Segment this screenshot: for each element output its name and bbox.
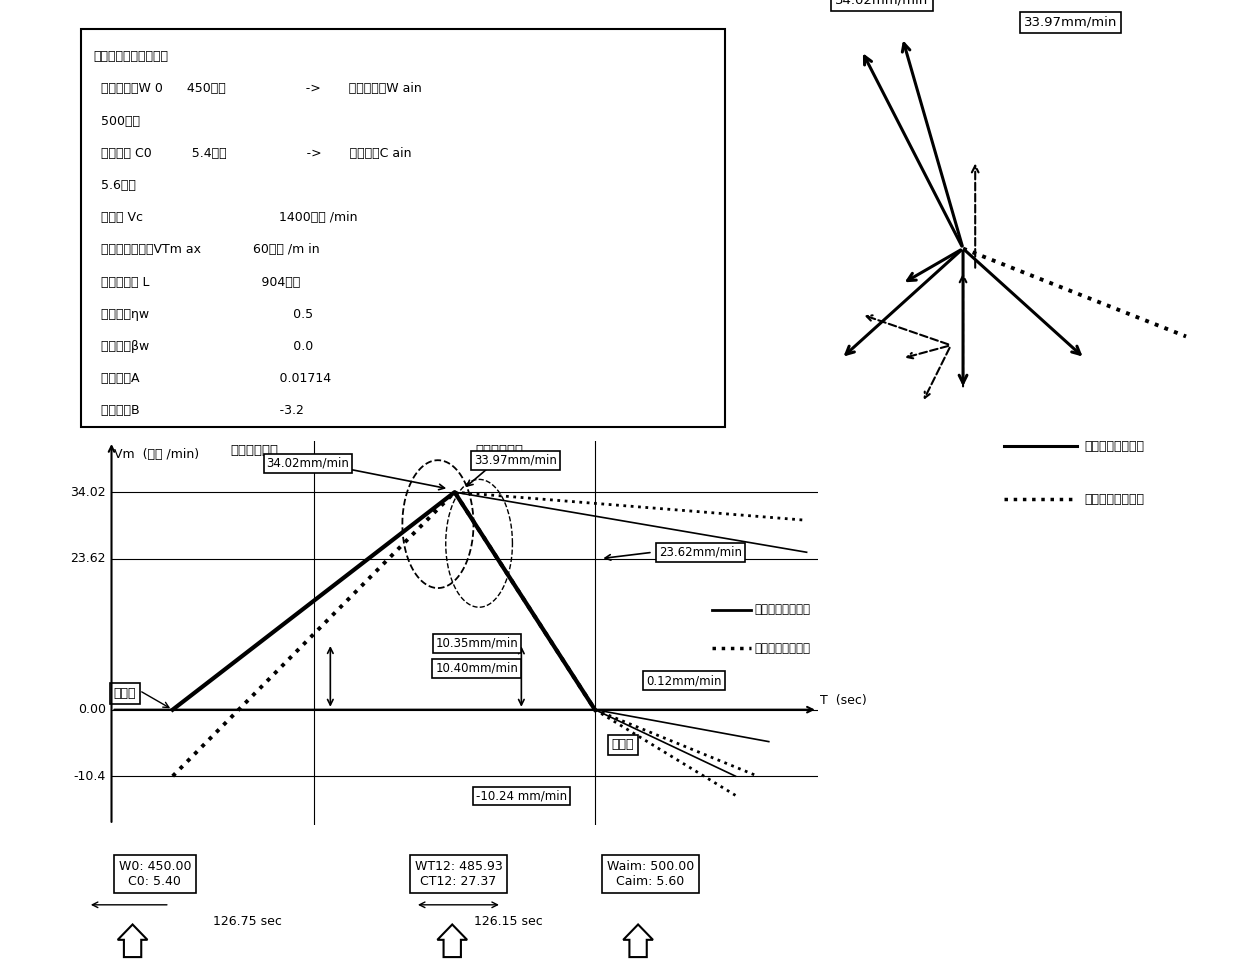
FancyArrow shape bbox=[623, 924, 653, 957]
FancyArrow shape bbox=[118, 924, 147, 957]
Text: 初始半宽度W 0      450㎜㎜                    ->       目标半宽度W ain: 初始半宽度W 0 450㎜㎜ -> 目标半宽度W ain bbox=[93, 82, 422, 95]
FancyBboxPatch shape bbox=[81, 29, 725, 427]
Text: 调宽部件第二部分: 调宽部件第二部分 bbox=[1084, 493, 1145, 505]
Text: 短距调宽模式（调大）: 短距调宽模式（调大） bbox=[93, 50, 169, 63]
Text: -10.24 mm/min: -10.24 mm/min bbox=[476, 789, 567, 803]
Text: -10.4: -10.4 bbox=[73, 770, 107, 783]
Text: 调宽系数A                                   0.01714: 调宽系数A 0.01714 bbox=[93, 372, 332, 386]
Text: 126.15 sec: 126.15 sec bbox=[473, 916, 543, 928]
Text: 结束点: 结束点 bbox=[612, 738, 634, 752]
Text: 初始锥度 C0          5.4㎜㎜                    ->       目标锥度C ain: 初始锥度 C0 5.4㎜㎜ -> 目标锥度C ain bbox=[93, 147, 411, 160]
Text: 33.97mm/min: 33.97mm/min bbox=[475, 454, 558, 467]
Text: 开始点: 开始点 bbox=[114, 687, 136, 700]
FancyArrow shape bbox=[437, 924, 467, 957]
Text: 126.75 sec: 126.75 sec bbox=[213, 916, 282, 928]
Text: 34.02mm/min: 34.02mm/min bbox=[835, 0, 928, 7]
Text: 调宽部件第一部分: 调宽部件第一部分 bbox=[1084, 440, 1145, 453]
Text: 0.12mm/min: 0.12mm/min bbox=[647, 674, 721, 688]
Text: 调宽部件第二部分: 调宽部件第二部分 bbox=[755, 642, 810, 655]
Text: W0: 450.00
C0: 5.40: W0: 450.00 C0: 5.40 bbox=[119, 859, 191, 888]
Text: 23.62mm/min: 23.62mm/min bbox=[659, 546, 742, 559]
Text: 拉速値 Vc                                  1400㎜㎜ /min: 拉速値 Vc 1400㎜㎜ /min bbox=[93, 211, 358, 224]
Text: Waim: 500.00
Caim: 5.60: Waim: 500.00 Caim: 5.60 bbox=[607, 859, 694, 888]
Text: 调宽系数ηw                                    0.5: 调宽系数ηw 0.5 bbox=[93, 308, 313, 320]
Text: 5.6㎜㎜: 5.6㎜㎜ bbox=[93, 179, 136, 192]
Text: 第二运动模式: 第二运动模式 bbox=[475, 444, 523, 456]
Text: Vm  (㎜㎜ /min): Vm (㎜㎜ /min) bbox=[114, 448, 198, 460]
Text: 第一运动模式: 第一运动模式 bbox=[230, 444, 279, 456]
Text: 0.00: 0.00 bbox=[78, 703, 107, 716]
Text: 500㎜㎜: 500㎜㎜ bbox=[93, 114, 140, 128]
Text: T  (sec): T (sec) bbox=[820, 693, 867, 707]
Text: 34.02mm/min: 34.02mm/min bbox=[266, 456, 349, 470]
Text: 结晶器长度 L                            904㎜㎜: 结晶器长度 L 904㎜㎜ bbox=[93, 275, 301, 289]
Text: 径向速度最大値VTm ax             60㎜㎜ /m in: 径向速度最大値VTm ax 60㎜㎜ /m in bbox=[93, 244, 320, 256]
Text: 调宽系数B                                   -3.2: 调宽系数B -3.2 bbox=[93, 405, 305, 417]
Text: 调宽系数βw                                    0.0: 调宽系数βw 0.0 bbox=[93, 339, 313, 353]
Text: 调宽部件第一部分: 调宽部件第一部分 bbox=[755, 603, 810, 617]
Text: 33.97mm/min: 33.97mm/min bbox=[1023, 15, 1118, 29]
Text: 34.02: 34.02 bbox=[71, 485, 107, 499]
Text: 10.35mm/min: 10.35mm/min bbox=[435, 637, 518, 650]
Text: 10.40mm/min: 10.40mm/min bbox=[435, 662, 518, 674]
Text: 23.62: 23.62 bbox=[71, 552, 107, 565]
Text: WT12: 485.93
CT12: 27.37: WT12: 485.93 CT12: 27.37 bbox=[415, 859, 502, 888]
